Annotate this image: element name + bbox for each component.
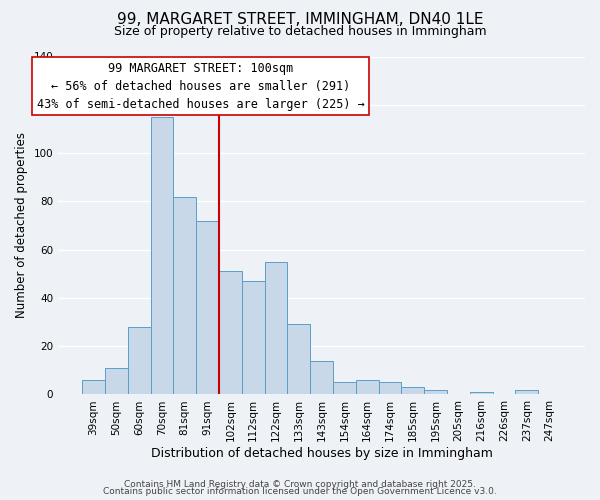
Bar (287, 324, 310, 394)
Bar (128, 327, 151, 394)
Text: Contains public sector information licensed under the Open Government Licence v3: Contains public sector information licen… (103, 487, 497, 496)
Bar (173, 196, 196, 394)
Bar (310, 360, 333, 394)
Bar (356, 380, 379, 394)
Bar (242, 281, 265, 394)
X-axis label: Distribution of detached houses by size in Immingham: Distribution of detached houses by size … (151, 447, 493, 460)
Text: Size of property relative to detached houses in Immingham: Size of property relative to detached ho… (113, 25, 487, 38)
Bar (470, 392, 493, 394)
Bar (219, 272, 242, 394)
Text: 99 MARGARET STREET: 100sqm
← 56% of detached houses are smaller (291)
43% of sem: 99 MARGARET STREET: 100sqm ← 56% of deta… (37, 62, 364, 110)
Text: Contains HM Land Registry data © Crown copyright and database right 2025.: Contains HM Land Registry data © Crown c… (124, 480, 476, 489)
Bar (265, 262, 287, 394)
Y-axis label: Number of detached properties: Number of detached properties (15, 132, 28, 318)
Bar (515, 390, 538, 394)
Text: 99, MARGARET STREET, IMMINGHAM, DN40 1LE: 99, MARGARET STREET, IMMINGHAM, DN40 1LE (117, 12, 483, 28)
Bar (196, 220, 219, 394)
Bar (424, 390, 447, 394)
Bar (401, 387, 424, 394)
Bar (82, 380, 105, 394)
Bar (105, 368, 128, 394)
Bar (333, 382, 356, 394)
Bar (151, 117, 173, 394)
Bar (379, 382, 401, 394)
